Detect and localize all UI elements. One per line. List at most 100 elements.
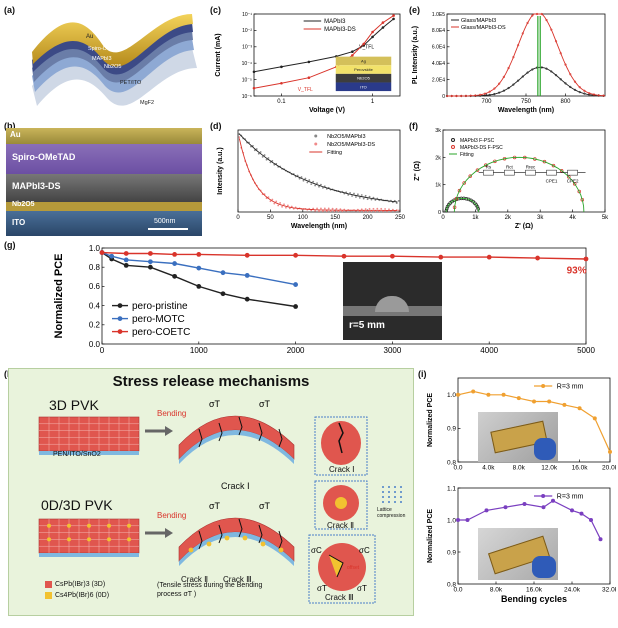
chart-f-circuit-element	[525, 169, 536, 176]
lattice-point	[388, 496, 390, 498]
chart-c-frame	[253, 13, 401, 97]
chart-e-point	[550, 28, 553, 31]
scale-bar-label: 500nm	[154, 218, 176, 225]
chart-d-point	[366, 198, 369, 201]
chart-i-bottom-legend-label: R=3 mm	[557, 494, 584, 501]
chart-f-circuit-label: CPE1	[546, 179, 558, 184]
chart-e-point	[460, 94, 463, 98]
chart-g-ytick-label: 0.4	[89, 301, 101, 310]
chart-f-ytick-label: 3k	[435, 128, 441, 134]
chart-d-point	[372, 196, 375, 199]
chart-e-point	[469, 94, 472, 97]
chart-g-point	[220, 291, 226, 297]
chart-d-point	[380, 207, 383, 210]
bent-film-3d	[178, 415, 295, 460]
chart-e-point	[540, 12, 543, 16]
bending-label-bottom: Bending	[157, 511, 187, 520]
chart-d-point	[306, 181, 309, 184]
chart-d-legend-label: Nb2O5/MAPbI3	[327, 134, 366, 140]
chart-c-xlabel: Voltage (V)	[309, 107, 345, 114]
chart-g-legend-marker	[117, 303, 123, 308]
chart-g-point	[148, 264, 153, 270]
chart-f-circuit-element	[567, 169, 578, 176]
crack-label-1: Crack Ⅰ	[221, 481, 250, 491]
chart-d-point	[269, 161, 272, 164]
chart-e-point	[592, 93, 596, 96]
chart-d-point	[271, 160, 274, 162]
chart-c-point	[371, 30, 374, 34]
chart-f-ytick-label: 0	[438, 210, 441, 216]
chart-d-point	[368, 207, 371, 210]
chart-e-point	[573, 88, 577, 92]
chart-e-point	[512, 56, 515, 59]
chart-i-bottom-point	[465, 518, 470, 522]
chart-g-xtick-label: 4000	[480, 346, 498, 355]
chart-i-bottom-point	[579, 511, 584, 516]
chart-c-annotation: V_TFL	[359, 44, 374, 50]
mechanism-diagram: σT σT σT σT σC σC σT σT offset	[38, 399, 402, 604]
flat-film-0d3d-0d-phase	[47, 523, 51, 528]
chart-i-bottom-xtick-label: 0.0	[453, 587, 462, 594]
chart-d-point	[283, 203, 285, 206]
chart-d-point	[238, 136, 241, 139]
chart-i-top-point	[486, 392, 491, 397]
chart-i-bottom-ylabel: Normalized PCE	[427, 509, 434, 563]
chart-d-legend-marker	[314, 134, 318, 138]
chart-c-xtick-label: 0.1	[277, 99, 286, 105]
chart-e-point	[488, 93, 491, 97]
chart-e-point	[531, 14, 534, 17]
chart-g-ytick-label: 0.2	[89, 321, 101, 330]
chart-d-point	[300, 176, 303, 178]
chart-e-point	[507, 86, 510, 90]
chart-i-top-point	[516, 396, 521, 401]
chart-e-point	[464, 94, 468, 98]
chart-i-top-legend-label: R=3 mm	[557, 384, 584, 391]
chart-f-xlabel: Z' (Ω)	[515, 223, 533, 230]
chart-i-top-xtick-label: 20.0k	[602, 465, 616, 472]
chart-d-point	[362, 197, 365, 200]
chart-f-point	[572, 182, 577, 186]
bent-film-3d-sigma-right: σT	[259, 399, 271, 409]
chart-d-point	[267, 196, 270, 199]
bent-film-3d-substrate	[179, 430, 294, 464]
chart-f-circuit-element	[483, 169, 494, 176]
chart-d-point	[290, 205, 293, 208]
chart-f-circuit-label: CPE2	[567, 179, 579, 184]
chart-i-top-frame	[457, 377, 611, 463]
sem-label-nb2o5: Nb2O5	[12, 201, 35, 208]
zoom-0d-crack2	[335, 497, 347, 509]
chart-d-point	[314, 184, 317, 187]
chart-e-xtick-label: 800	[560, 99, 571, 105]
layer-label-spiro: Spiro-OMeTAD	[88, 46, 125, 52]
bent-film-3d-crack	[238, 416, 243, 436]
chart-g-point	[244, 273, 250, 278]
chart-d-point	[318, 210, 320, 213]
chart-i-bottom-xtick-label: 24.0k	[564, 587, 581, 594]
chart-g-point	[99, 250, 105, 255]
chart-f-circuit-element	[546, 169, 557, 176]
chart-i-bottom-point	[589, 518, 593, 522]
chart-e-point	[493, 92, 496, 96]
chart-e-point	[521, 32, 524, 35]
chart-d-point	[261, 155, 264, 158]
chart-e-point	[493, 87, 496, 90]
chart-i-top-xtick-label: 8.0k	[513, 465, 526, 472]
chart-i-top-point	[501, 392, 506, 397]
chart-c-point	[280, 65, 283, 69]
chart-d-point	[310, 183, 313, 186]
chart-d-point	[267, 157, 270, 159]
scale-bar	[148, 228, 188, 230]
chart-d-point	[286, 204, 289, 207]
chart-e-point	[578, 90, 581, 94]
chart-e-xlabel: Wavelength (nm)	[498, 107, 554, 114]
chart-f-point	[475, 168, 480, 172]
chart-d-point	[329, 210, 332, 213]
chart-c-ylabel: Current (mA)	[215, 33, 222, 76]
mechanism-title: Stress release mechanisms	[112, 373, 310, 390]
sem-label-ito: ITO	[12, 218, 26, 227]
chart-i-bottom-xtick-label: 16.0k	[526, 587, 543, 594]
lattice-point	[394, 491, 396, 493]
chart-g-xtick-label: 1000	[190, 346, 208, 355]
chart-c-point	[351, 50, 354, 54]
chart-d-point	[304, 177, 307, 180]
